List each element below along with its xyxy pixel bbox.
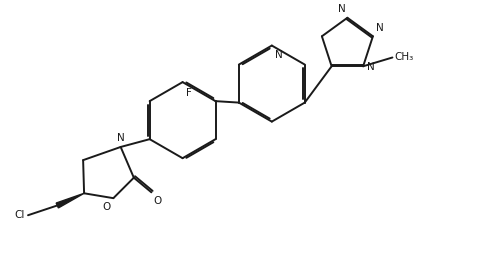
Text: N: N — [275, 50, 283, 60]
Text: Cl: Cl — [15, 210, 25, 220]
Text: CH₃: CH₃ — [395, 52, 414, 63]
Text: N: N — [117, 133, 124, 143]
Text: O: O — [103, 202, 111, 212]
Polygon shape — [56, 193, 84, 208]
Text: N: N — [376, 23, 384, 33]
Text: N: N — [367, 62, 375, 72]
Text: N: N — [338, 4, 345, 14]
Text: O: O — [154, 196, 162, 206]
Text: F: F — [186, 88, 192, 98]
